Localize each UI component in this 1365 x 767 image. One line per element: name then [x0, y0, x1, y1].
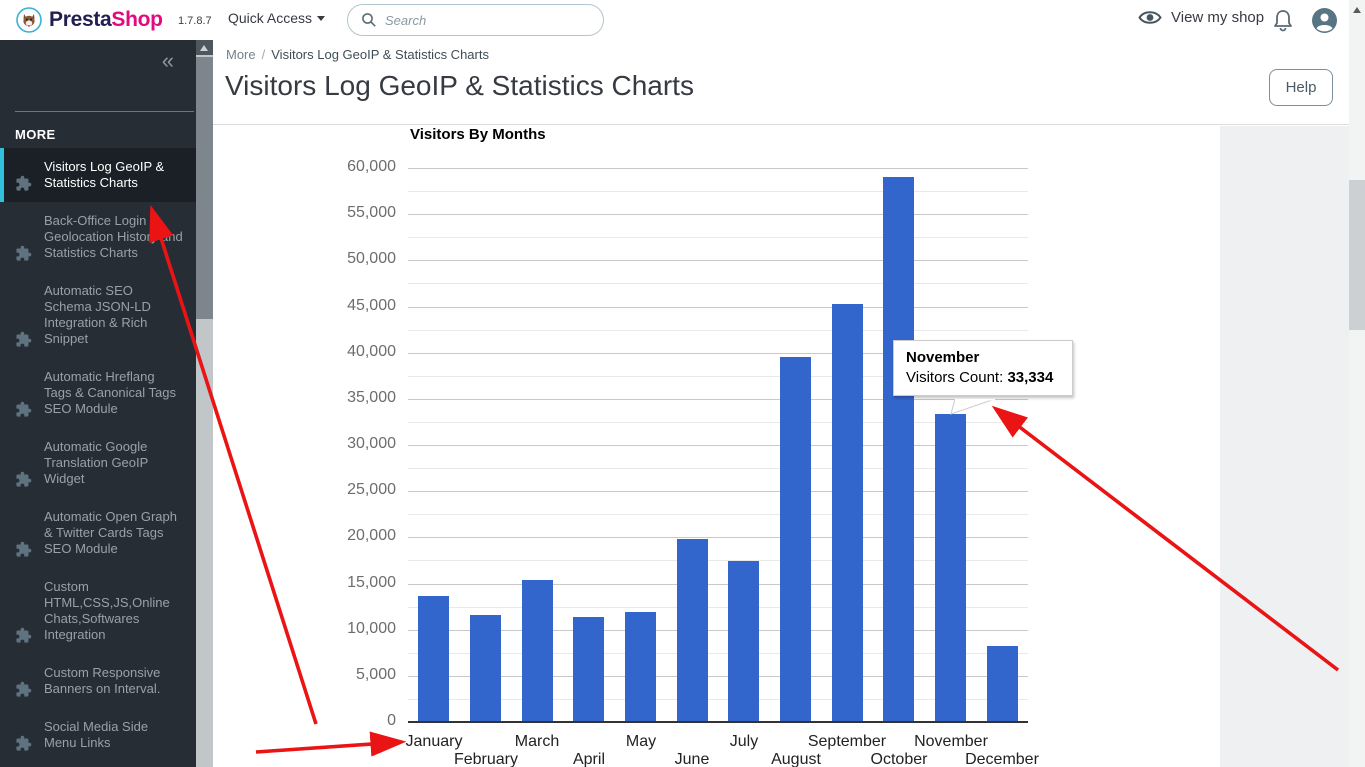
help-button[interactable]: Help [1269, 69, 1333, 106]
top-bar: PrestaShop 1.7.8.7 Quick Access View my … [0, 0, 1365, 40]
bar-january[interactable] [418, 596, 449, 722]
view-my-shop-label: View my shop [1171, 9, 1265, 26]
sidebar-item-module-2[interactable]: Automatic SEO Schema JSON-LD Integration… [0, 272, 196, 358]
sidebar-menu: Visitors Log GeoIP & Statistics Charts Ba… [0, 148, 196, 767]
sidebar-item-module-1[interactable]: Back-Office Login Geolocation History an… [0, 202, 196, 272]
sidebar-item-label: Social Media Side Menu Links [44, 719, 149, 750]
bar-april[interactable] [573, 617, 604, 722]
puzzle-module-icon [16, 627, 32, 643]
version-label: 1.7.8.7 [178, 15, 212, 27]
sidebar-section-more: MORE [15, 127, 56, 142]
breadcrumb-current: Visitors Log GeoIP & Statistics Charts [271, 47, 489, 62]
statistics-card [213, 126, 1220, 767]
bar-february[interactable] [470, 615, 501, 722]
arrow-up-icon [200, 45, 208, 51]
sidebar-item-label: Automatic Hreflang Tags & Canonical Tags… [44, 369, 177, 416]
account-menu-button[interactable] [1311, 7, 1338, 39]
search-icon [362, 13, 376, 27]
chart-tooltip: November Visitors Count: 33,334 [893, 340, 1073, 396]
tooltip-count: Visitors Count: 33,334 [906, 369, 1054, 386]
puzzle-module-icon [16, 735, 32, 751]
puzzle-module-icon [16, 245, 32, 261]
sidebar-item-visitors-log[interactable]: Visitors Log GeoIP & Statistics Charts [0, 148, 196, 202]
sidebar: « MORE Visitors Log GeoIP & Statistics C… [0, 40, 196, 767]
window-scrollbar[interactable] [1349, 0, 1365, 767]
breadcrumb-parent[interactable]: More [226, 47, 256, 62]
sidebar-item-module-4[interactable]: Automatic Google Translation GeoIP Widge… [0, 428, 196, 498]
user-avatar-icon [1312, 8, 1337, 33]
sidebar-item-label: Visitors Log GeoIP & Statistics Charts [44, 159, 165, 190]
bar-october[interactable] [883, 177, 914, 722]
puzzle-module-icon [16, 541, 32, 557]
bar-september[interactable] [832, 304, 863, 722]
bell-icon [1274, 10, 1292, 32]
bar-july[interactable] [728, 561, 759, 722]
sidebar-item-module-6[interactable]: Custom HTML,CSS,JS,Online Chats,Software… [0, 568, 196, 654]
bar-may[interactable] [625, 612, 656, 722]
sidebar-item-label: Back-Office Login Geolocation History an… [44, 213, 183, 260]
chevron-down-icon [317, 16, 326, 21]
prestashop-squirrel-icon [16, 7, 42, 33]
puzzle-module-icon [16, 331, 32, 347]
sidebar-item-module-8[interactable]: Social Media Side Menu Links [0, 708, 196, 762]
puzzle-module-icon [16, 175, 32, 191]
sidebar-item-module-5[interactable]: Automatic Open Graph & Twitter Cards Tag… [0, 498, 196, 568]
sidebar-item-module-3[interactable]: Automatic Hreflang Tags & Canonical Tags… [0, 358, 196, 428]
sidebar-item-label: Automatic Open Graph & Twitter Cards Tag… [44, 509, 177, 556]
bar-august[interactable] [780, 357, 811, 722]
scroll-up-icon [1353, 7, 1361, 13]
puzzle-module-icon [16, 471, 32, 487]
page-header: More / Visitors Log GeoIP & Statistics Cha… [213, 40, 1349, 125]
brand-wordmark: PrestaShop [49, 8, 163, 31]
search-input[interactable] [385, 12, 575, 28]
window-scrollbar-thumb[interactable] [1349, 180, 1365, 330]
page-title: Visitors Log GeoIP & Statistics Charts [225, 70, 694, 101]
sidebar-collapse-button[interactable]: « [161, 48, 174, 73]
sidebar-item-label: Custom Responsive Banners on Interval. [44, 665, 161, 696]
breadcrumb: More / Visitors Log GeoIP & Statistics Cha… [226, 47, 489, 62]
puzzle-module-icon [16, 401, 32, 417]
tooltip-month: November [906, 349, 980, 366]
sidebar-divider [15, 111, 194, 112]
eye-icon [1138, 11, 1162, 24]
quick-access-menu[interactable]: Quick Access [228, 10, 326, 26]
sidebar-scrollbar[interactable] [196, 40, 213, 767]
sidebar-scroll-up-button[interactable] [196, 40, 213, 55]
prestashop-logo[interactable]: PrestaShop [16, 7, 163, 33]
sidebar-item-label: Custom HTML,CSS,JS,Online Chats,Software… [44, 579, 170, 642]
sidebar-item-label: Automatic Google Translation GeoIP Widge… [44, 439, 149, 486]
sidebar-item-module-7[interactable]: Custom Responsive Banners on Interval. [0, 654, 196, 708]
global-search[interactable] [347, 4, 604, 36]
bar-november[interactable] [935, 414, 966, 722]
puzzle-module-icon [16, 681, 32, 697]
sidebar-item-label: Automatic SEO Schema JSON-LD Integration… [44, 283, 151, 346]
bar-june[interactable] [677, 539, 708, 722]
sidebar-scrollbar-thumb[interactable] [196, 57, 213, 319]
view-my-shop-link[interactable]: View my shop [1138, 9, 1264, 26]
breadcrumb-separator: / [261, 47, 266, 62]
bar-december[interactable] [987, 646, 1018, 722]
bar-march[interactable] [522, 580, 553, 722]
notifications-button[interactable] [1272, 8, 1294, 37]
sidebar-item-module-9[interactable]: Automatic Geolocation Redirect Visitors … [0, 762, 196, 767]
